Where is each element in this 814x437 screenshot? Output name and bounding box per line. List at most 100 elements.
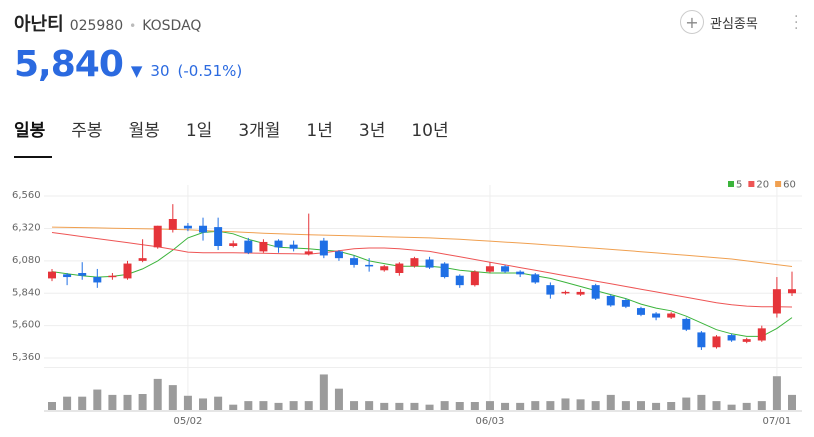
candle-body	[425, 259, 434, 268]
y-tick-label: 5,360	[12, 352, 41, 363]
period-tab[interactable]: 1일	[185, 121, 213, 141]
volume-bar	[682, 397, 691, 410]
volume-bar	[350, 401, 359, 410]
legend-label: 60	[783, 180, 796, 191]
volume-bar	[108, 394, 117, 410]
candle-body	[501, 266, 510, 272]
volume-bar	[123, 394, 132, 410]
candle-body	[229, 243, 238, 246]
y-tick-label: 6,080	[12, 255, 41, 266]
period-tab[interactable]: 3개월	[238, 121, 281, 141]
candle-body	[274, 240, 283, 248]
stock-code: 025980	[69, 18, 124, 34]
volume-bar	[621, 401, 630, 410]
x-tick-label: 07/01	[762, 416, 791, 427]
volume-bar	[259, 401, 268, 410]
candle-body	[606, 295, 615, 306]
volume-bar	[531, 401, 540, 410]
volume-bar	[168, 385, 177, 410]
volume-bar	[304, 401, 313, 410]
volume-bar	[244, 401, 253, 410]
ma-line	[51, 230, 793, 337]
plus-icon: +	[680, 10, 704, 34]
volume-bar	[48, 402, 56, 410]
volume-bar	[395, 402, 404, 410]
legend-swatch	[748, 181, 755, 187]
volume-bar	[410, 402, 419, 410]
volume-bar	[93, 389, 102, 410]
candle-body	[319, 240, 328, 256]
volume-bar	[636, 401, 645, 410]
candle-body	[636, 308, 645, 315]
active-tab-underline	[14, 156, 52, 158]
volume-bar	[319, 374, 328, 410]
volume-bar	[757, 401, 766, 410]
candle-body	[123, 263, 132, 279]
candle-body	[788, 289, 796, 294]
volume-bar	[652, 402, 661, 410]
period-tab[interactable]: 3년	[358, 121, 386, 141]
candle-body	[621, 300, 630, 307]
candle-body	[410, 258, 419, 267]
volume-bar	[576, 399, 585, 410]
period-tab[interactable]: 주봉	[71, 121, 103, 141]
volume-bar	[516, 402, 525, 410]
period-tab[interactable]: 일봉	[14, 121, 46, 141]
separator: •	[129, 19, 137, 33]
period-tab[interactable]: 10년	[411, 121, 449, 141]
candle-body	[712, 336, 721, 348]
volume-bar	[63, 396, 72, 410]
x-tick-label: 06/03	[476, 416, 505, 427]
legend-label: 5	[736, 180, 742, 191]
volume-bar	[667, 402, 676, 410]
legend-label: 20	[756, 180, 769, 191]
y-tick-label: 6,560	[12, 190, 41, 201]
legend-swatch	[728, 181, 734, 187]
volume-bar	[153, 378, 162, 410]
candle-body	[334, 251, 343, 259]
candle-body	[93, 277, 102, 283]
volume-bar	[380, 402, 389, 410]
y-tick-label: 6,320	[12, 222, 41, 233]
candle-body	[365, 264, 374, 267]
volume-bar	[334, 388, 343, 410]
candle-body	[108, 275, 117, 278]
candle-body	[697, 332, 706, 348]
candle-body	[561, 291, 570, 294]
volume-bar	[470, 402, 479, 410]
more-menu[interactable]: · · ·	[794, 9, 799, 37]
watch-label: 관심종목	[710, 16, 758, 32]
period-tab[interactable]: 1년	[306, 121, 333, 141]
price: 5,840	[14, 44, 124, 85]
watch-button[interactable]: + 관심종목	[680, 10, 758, 34]
volume-bar	[727, 404, 736, 410]
candle-body	[304, 251, 313, 255]
candle-body	[757, 328, 766, 341]
volume-bar	[712, 401, 721, 410]
volume-bar	[425, 404, 434, 410]
volume-bar	[742, 402, 751, 410]
change-pct: (-0.51%)	[177, 62, 243, 80]
volume-bar	[199, 398, 208, 410]
candle-body	[289, 244, 298, 249]
candle-body	[63, 274, 72, 278]
candle-body	[772, 289, 781, 314]
volume-bar	[440, 401, 449, 410]
volume-bar	[606, 394, 615, 410]
candle-body	[516, 271, 525, 275]
volume-bar	[772, 376, 781, 410]
candle-body	[470, 271, 479, 286]
volume-bar	[501, 402, 510, 410]
candle-body	[576, 291, 585, 295]
candle-body	[727, 335, 736, 341]
candle-body	[244, 240, 253, 253]
candle-body	[350, 258, 359, 265]
volume-bar	[289, 401, 298, 410]
candle-body	[380, 266, 389, 271]
market: KOSDAQ	[142, 18, 202, 34]
period-tab[interactable]: 월봉	[128, 121, 160, 141]
candle-body	[667, 313, 676, 318]
candle-body	[395, 263, 404, 273]
